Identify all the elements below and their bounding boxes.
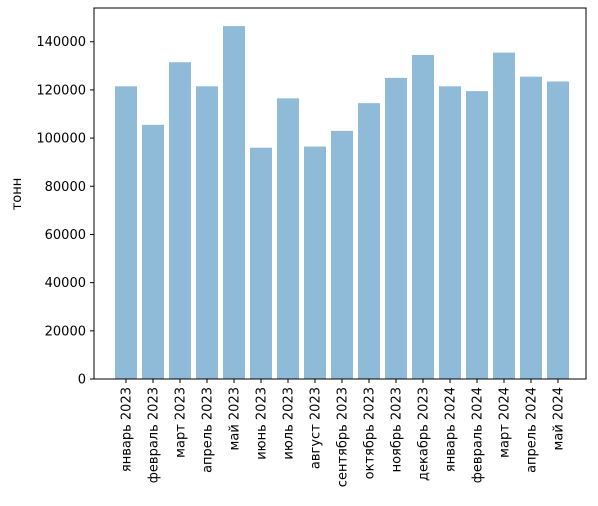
x-tick-label-16: май 2024: [552, 387, 567, 450]
x-tick-label-0: январь 2023: [120, 387, 135, 472]
bar-2: [169, 62, 191, 380]
x-tick-label-2: март 2023: [174, 387, 189, 458]
bar-4: [223, 26, 245, 380]
y-tick-label-2: 40000: [45, 276, 86, 291]
x-tick-label-3: апрель 2023: [201, 387, 216, 473]
bar-0: [115, 86, 137, 379]
x-tick-label-13: февраль 2024: [471, 387, 486, 483]
y-tick-label-0: 0: [78, 373, 86, 388]
x-tick-label-1: февраль 2023: [147, 387, 162, 483]
y-tick-label-6: 120000: [36, 83, 86, 98]
bar-7: [304, 146, 326, 379]
y-tick-label-3: 60000: [45, 228, 86, 243]
bar-10: [385, 77, 407, 379]
y-tick-label-5: 100000: [36, 132, 86, 147]
y-axis-title: тонн: [10, 178, 25, 211]
bar-5: [250, 147, 272, 379]
bar-14: [493, 52, 515, 380]
bar-15: [520, 76, 542, 379]
bar-6: [277, 98, 299, 379]
bars-group: [115, 26, 569, 380]
x-tick-label-14: март 2024: [498, 387, 513, 458]
x-tick-label-5: июнь 2023: [255, 387, 270, 460]
bar-11: [412, 54, 434, 380]
bar-12: [439, 86, 461, 379]
bar-16: [547, 81, 569, 380]
x-tick-label-7: август 2023: [309, 387, 324, 469]
y-tick-label-1: 20000: [45, 324, 86, 339]
y-tick-label-4: 80000: [45, 180, 86, 195]
bar-9: [358, 103, 380, 379]
x-tick-label-8: сентябрь 2023: [336, 387, 351, 487]
x-tick-label-15: апрель 2024: [525, 387, 540, 473]
plot-frame: [93, 7, 587, 380]
x-tick-label-9: октябрь 2023: [363, 387, 378, 479]
x-tick-label-6: июль 2023: [282, 387, 297, 460]
bar-1: [142, 124, 164, 379]
x-tick-label-10: ноябрь 2023: [390, 387, 405, 472]
x-tick-label-12: январь 2024: [444, 387, 459, 472]
x-tick-label-4: май 2023: [228, 387, 243, 450]
x-tick-label-11: декабрь 2023: [417, 387, 432, 481]
x-axis: январь 2023 февраль 2023 март 2023 апрель 2…: [120, 379, 567, 487]
bar-8: [331, 130, 353, 379]
y-tick-label-7: 140000: [36, 35, 86, 50]
bar-13: [466, 91, 488, 379]
bar-3: [196, 86, 218, 379]
y-axis: 0 20000 40000 60000 80000 100000 120000 140000: [36, 35, 94, 388]
